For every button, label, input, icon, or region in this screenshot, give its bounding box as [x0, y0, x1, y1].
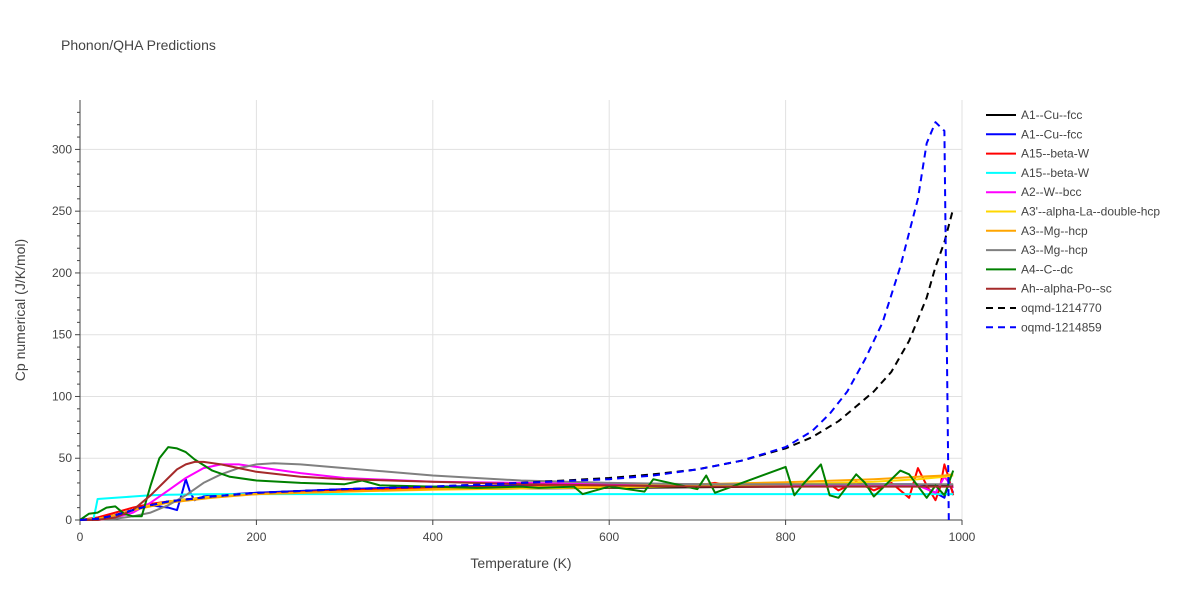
legend-label: oqmd-1214770 [1021, 301, 1102, 315]
x-tick-label: 1000 [949, 530, 976, 544]
y-tick-label: 300 [52, 142, 72, 156]
legend-item[interactable]: A1--Cu--fcc [986, 127, 1082, 141]
legend-item[interactable]: oqmd-1214770 [986, 301, 1102, 315]
x-tick-label: 200 [246, 530, 266, 544]
legend-label: Ah--alpha-Po--sc [1021, 282, 1112, 296]
legend-label: A15--beta-W [1021, 166, 1090, 180]
x-tick-label: 800 [776, 530, 796, 544]
y-tick-label: 250 [52, 204, 72, 218]
legend-label: A3--Mg--hcp [1021, 243, 1088, 257]
chart-title: Phonon/QHA Predictions [61, 37, 216, 53]
y-tick-label: 50 [59, 451, 73, 465]
legend-item[interactable]: A3'--alpha-La--double-hcp [986, 205, 1160, 219]
series-line-7 [79, 462, 954, 521]
y-tick-label: 100 [52, 389, 72, 403]
legend-label: A1--Cu--fcc [1021, 127, 1082, 141]
x-tick-label: 400 [423, 530, 443, 544]
legend-item[interactable]: A1--Cu--fcc [986, 108, 1082, 122]
legend-item[interactable]: Ah--alpha-Po--sc [986, 282, 1112, 296]
x-tick-label: 0 [77, 530, 84, 544]
y-tick-label: 0 [65, 513, 72, 527]
y-tick-label: 150 [52, 328, 72, 342]
series-layer [79, 121, 955, 521]
legend-item[interactable]: A15--beta-W [986, 147, 1090, 161]
legend-label: A2--W--bcc [1021, 185, 1081, 199]
legend-item[interactable]: A3--Mg--hcp [986, 243, 1088, 257]
legend-label: A1--Cu--fcc [1021, 108, 1082, 122]
axes-layer: 0 200 400 600 800 1000 0 50 100 150 200 250 300 [52, 100, 976, 544]
x-axis-label: Temperature (K) [470, 555, 571, 571]
series-line-9 [80, 460, 954, 521]
legend-label: oqmd-1214859 [1021, 320, 1102, 334]
grid-layer [80, 100, 963, 520]
legend-item[interactable]: A4--C--dc [986, 262, 1073, 276]
y-tick-label: 200 [52, 266, 72, 280]
legend-label: A4--C--dc [1021, 262, 1073, 276]
legend-label: A15--beta-W [1021, 147, 1090, 161]
legend-item[interactable]: A2--W--bcc [986, 185, 1081, 199]
x-tick-label: 600 [599, 530, 619, 544]
legend-item[interactable]: oqmd-1214859 [986, 320, 1102, 334]
legend-item[interactable]: A3--Mg--hcp [986, 224, 1088, 238]
series-line-11 [79, 121, 950, 521]
legend-item[interactable]: A15--beta-W [986, 166, 1090, 180]
legend-label: A3'--alpha-La--double-hcp [1021, 205, 1160, 219]
legend-label: A3--Mg--hcp [1021, 224, 1088, 238]
series-line-8 [79, 446, 955, 521]
y-axis-label: Cp numerical (J/K/mol) [12, 239, 28, 381]
legend[interactable]: A1--Cu--fcc A1--Cu--fcc A15--beta-W A15--be… [986, 108, 1160, 334]
